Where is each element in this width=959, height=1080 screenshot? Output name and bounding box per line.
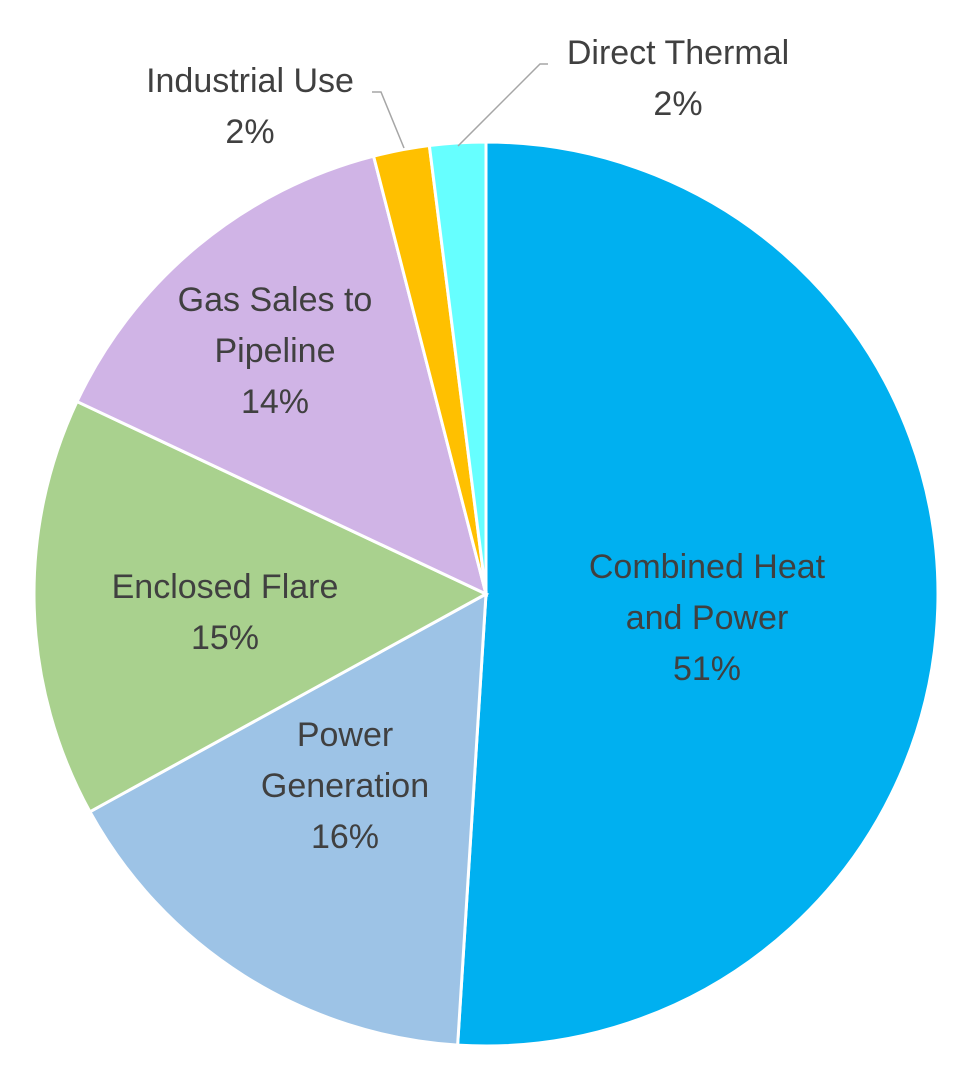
data-label-category: and Power [626,599,789,637]
data-label-percent: 14% [241,383,309,421]
data-label-category: Generation [261,767,429,805]
data-label-category: Gas Sales to [178,281,373,319]
pie-slice-gas-sales-to-pipeline [75,154,489,597]
pie-slice-combined-heat-and-power [456,140,940,1048]
data-label-category: Pipeline [215,332,336,370]
data-label: Industrial Use 2% [146,62,354,151]
data-label-percent: 2% [653,85,702,123]
data-label: Gas Sales to Pipeline 14% [178,281,373,421]
data-label-percent: 15% [191,619,259,657]
pie-slices [32,140,940,1048]
data-label-category: Direct Thermal [567,34,789,72]
pie-slice-direct-thermal [427,140,488,595]
data-label: Power Generation 16% [261,716,429,856]
data-label-category: Power [297,716,393,754]
data-label-percent: 51% [673,650,741,688]
data-label-percent: 2% [225,113,274,151]
data-label-percent: 16% [311,818,379,856]
leader-line [457,63,548,147]
data-label-category: Combined Heat [589,548,826,586]
data-label-category: Enclosed Flare [112,568,339,606]
pie-slice-enclosed-flare [32,399,490,814]
data-label: Combined Heat and Power 51% [589,548,826,688]
leader-line [372,91,405,149]
data-label: Enclosed Flare 15% [112,568,339,657]
data-label: Direct Thermal 2% [567,34,789,123]
data-labels: Combined Heat and Power 51% Power Generation… [112,34,826,856]
data-label-category: Industrial Use [146,62,354,100]
leader-lines [372,63,548,149]
pie-slice-power-generation [87,591,488,1047]
